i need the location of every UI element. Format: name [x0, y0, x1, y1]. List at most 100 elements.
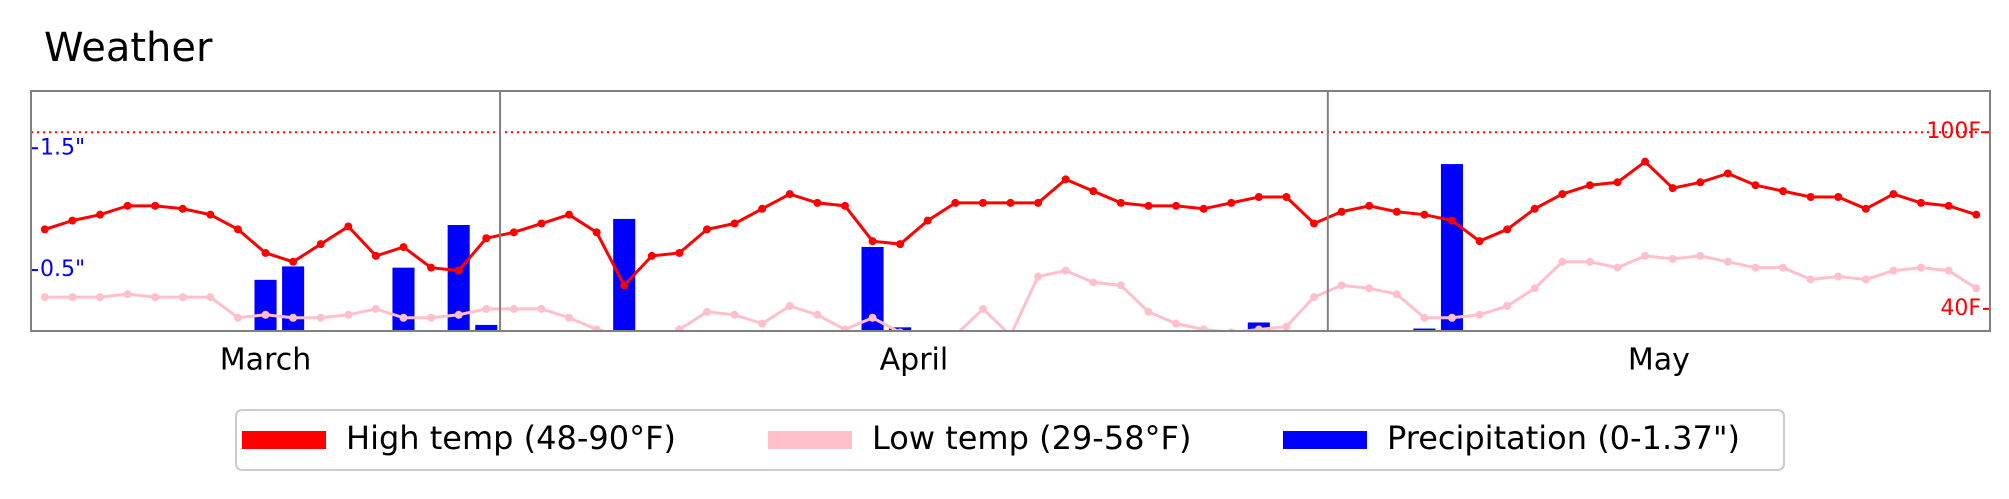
point	[371, 304, 380, 313]
point	[316, 240, 325, 249]
month-label: May	[1628, 343, 1690, 378]
point	[316, 313, 325, 322]
point	[648, 337, 656, 345]
point	[1365, 201, 1374, 210]
point	[1917, 198, 1926, 207]
point	[758, 204, 767, 213]
month-label: April	[880, 343, 949, 378]
point	[1199, 204, 1208, 213]
point	[868, 237, 877, 246]
point	[1613, 263, 1622, 272]
point	[1447, 313, 1456, 322]
point	[427, 263, 436, 272]
point	[40, 293, 49, 302]
point	[1447, 216, 1456, 225]
point	[1254, 193, 1263, 202]
point	[1641, 251, 1650, 260]
point	[371, 251, 380, 260]
point	[399, 243, 408, 252]
point	[178, 204, 187, 213]
point	[261, 248, 270, 257]
point	[454, 310, 463, 319]
point	[840, 201, 849, 210]
point	[1806, 275, 1815, 284]
line	[44, 159, 1977, 288]
point	[1227, 198, 1236, 207]
point	[537, 219, 546, 228]
point	[537, 304, 546, 313]
point	[1585, 181, 1594, 190]
point	[1944, 201, 1953, 210]
bar	[613, 218, 636, 331]
point	[482, 304, 491, 313]
point	[923, 216, 932, 225]
point	[1834, 272, 1843, 281]
bar	[1440, 164, 1464, 331]
point	[620, 281, 629, 290]
point	[1944, 266, 1953, 275]
point	[1034, 272, 1043, 281]
point	[1723, 257, 1732, 266]
point	[289, 257, 298, 266]
point	[1503, 301, 1512, 310]
plot-frame	[30, 90, 1991, 332]
point	[206, 210, 215, 219]
point	[68, 293, 77, 302]
point	[1475, 310, 1484, 319]
point	[206, 293, 215, 302]
point	[592, 325, 601, 331]
point	[1172, 319, 1181, 328]
point	[1723, 169, 1732, 178]
legend-label: Precipitation (0-1.37")	[1387, 419, 1740, 457]
legend-swatch	[1283, 431, 1367, 449]
point	[840, 325, 849, 331]
point	[1034, 198, 1043, 207]
point	[151, 201, 160, 210]
bar	[1413, 328, 1436, 331]
point	[178, 293, 187, 302]
point	[1779, 263, 1788, 272]
point	[1061, 266, 1070, 275]
point	[813, 198, 822, 207]
point	[592, 228, 601, 237]
point	[1917, 263, 1926, 272]
point	[1558, 190, 1567, 199]
point	[1779, 187, 1788, 196]
point	[1116, 281, 1125, 290]
point	[1861, 275, 1870, 284]
point	[261, 310, 270, 319]
point	[1696, 178, 1705, 187]
point	[1310, 293, 1319, 302]
point	[95, 293, 104, 302]
point	[1282, 193, 1291, 202]
point	[427, 313, 436, 322]
point	[1889, 266, 1898, 275]
point	[785, 190, 794, 199]
point	[620, 331, 628, 339]
bar	[861, 246, 884, 331]
point	[454, 266, 463, 275]
line	[44, 254, 1978, 331]
legend-swatch	[242, 431, 326, 449]
point	[675, 325, 684, 331]
point	[1089, 278, 1098, 287]
point	[482, 234, 491, 243]
overlay: March April May 0.5" 1.5" 40F 100F	[31, 91, 1990, 378]
point	[785, 301, 794, 310]
plot-area	[31, 131, 1990, 345]
legend-box	[235, 409, 1785, 471]
point	[647, 251, 656, 260]
point	[978, 198, 987, 207]
month-label: March	[220, 343, 311, 378]
point	[344, 222, 353, 231]
point	[95, 210, 104, 219]
point	[1530, 204, 1539, 213]
point	[758, 319, 767, 328]
point	[233, 225, 242, 234]
point	[1007, 331, 1015, 339]
point	[123, 201, 132, 210]
point	[565, 313, 574, 322]
point	[1420, 313, 1429, 322]
legend: High temp (48-90°F) Low temp (29-58°F) Pre…	[242, 419, 1740, 457]
point	[1061, 175, 1070, 184]
